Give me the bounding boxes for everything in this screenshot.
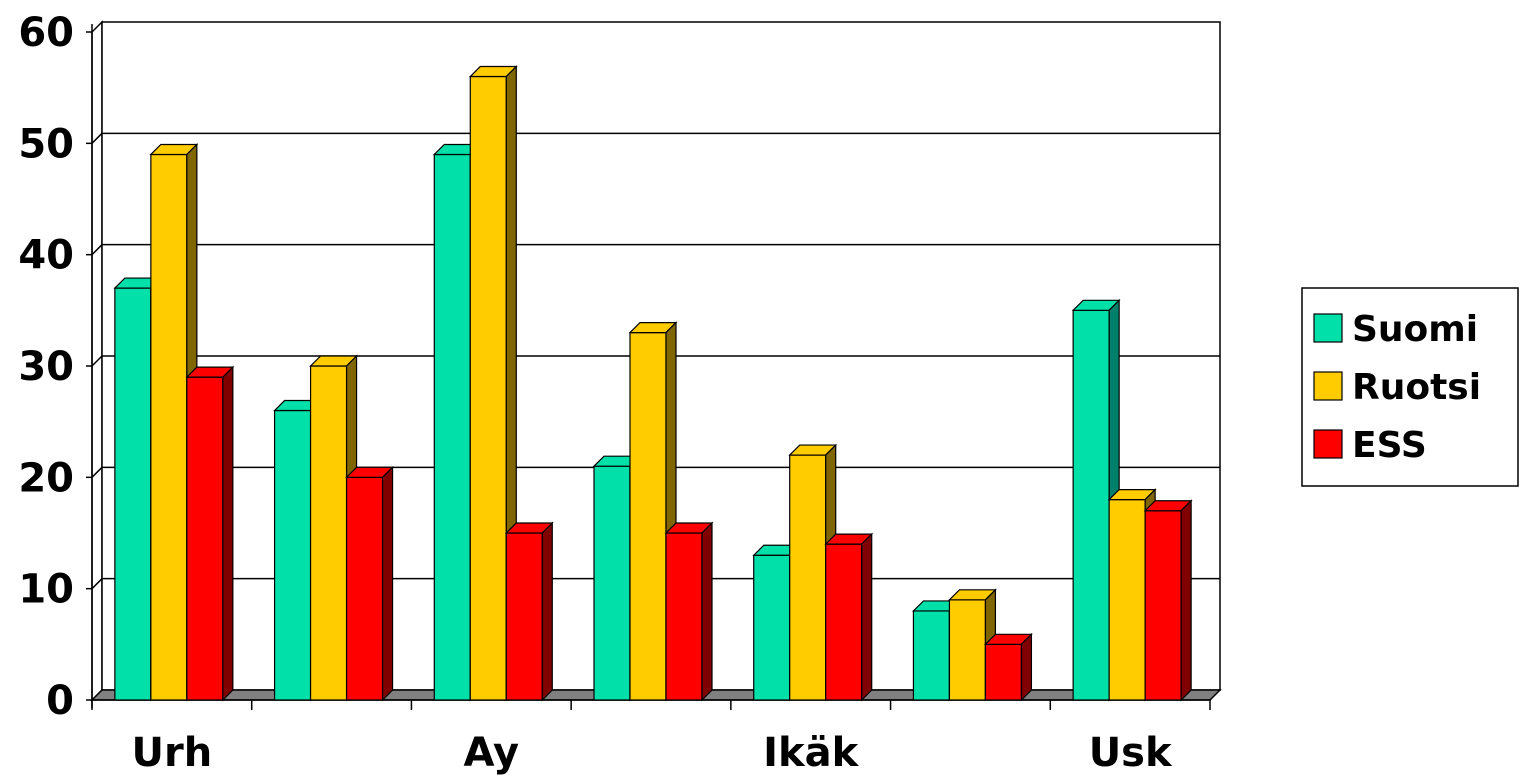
x-tick-label: Ikäk: [763, 730, 859, 776]
gridline-side: [91, 355, 103, 367]
bar-side: [1180, 499, 1192, 702]
y-tick-label: 30: [18, 344, 74, 390]
bar-front: [469, 75, 507, 701]
bar-front: [345, 476, 384, 701]
bar: [824, 532, 874, 702]
bar-front: [186, 376, 224, 701]
x-tick-label: Urh: [132, 730, 213, 776]
bar-side: [381, 465, 394, 702]
bar-front: [629, 332, 667, 701]
bar: [1143, 499, 1193, 702]
bar-front: [593, 465, 631, 701]
bar-front: [1072, 309, 1110, 701]
bars: [113, 65, 1193, 702]
bar-front: [114, 287, 152, 701]
bar-side: [541, 521, 553, 702]
bar: [983, 632, 1033, 702]
legend: Suomi Ruotsi ESS: [1301, 287, 1519, 487]
bar: [185, 365, 235, 702]
legend-label: Ruotsi: [1352, 367, 1481, 408]
legend-label: Suomi: [1352, 309, 1478, 350]
bar: [664, 521, 714, 702]
bar-front: [273, 409, 312, 701]
x-tick-labels: Urh Ay Ikäk Usk: [132, 730, 1173, 776]
legend-swatch: [1313, 313, 1343, 343]
bar-front: [309, 365, 348, 701]
bar-front: [948, 599, 987, 701]
bar: [504, 521, 554, 702]
bar-front: [789, 454, 827, 701]
bar-front: [665, 532, 703, 701]
bar: [345, 465, 395, 702]
bar-front: [984, 643, 1023, 701]
legend-label: ESS: [1352, 425, 1427, 466]
y-tick-label: 10: [18, 567, 74, 613]
gridline-side: [91, 578, 103, 590]
bar-front: [1144, 510, 1182, 701]
bar-front: [912, 610, 951, 701]
y-tick-labels: 0 10 20 30 40 50 60: [18, 10, 74, 724]
bar-front: [753, 554, 791, 701]
gridline-side: [91, 244, 103, 256]
bar-front: [1108, 499, 1146, 701]
y-tick-label: 20: [18, 455, 74, 501]
bar-front: [433, 153, 471, 701]
y-tick-label: 50: [18, 121, 74, 167]
bar-side: [861, 532, 873, 702]
x-tick-label: Usk: [1089, 730, 1173, 776]
bar-front: [150, 153, 188, 701]
legend-swatch: [1313, 371, 1343, 401]
gridline-side: [91, 466, 103, 478]
y-tick-label: 60: [18, 10, 74, 56]
legend-swatch: [1313, 429, 1343, 459]
bar-side: [1020, 632, 1033, 702]
gridline-side: [91, 132, 103, 144]
y-tick-label: 0: [46, 678, 74, 724]
bar-front: [825, 543, 863, 701]
bar-side: [222, 365, 234, 702]
bar-side: [701, 521, 713, 702]
bar-front: [505, 532, 543, 701]
y-tick-label: 40: [18, 233, 74, 279]
x-tick-label: Ay: [463, 730, 519, 776]
